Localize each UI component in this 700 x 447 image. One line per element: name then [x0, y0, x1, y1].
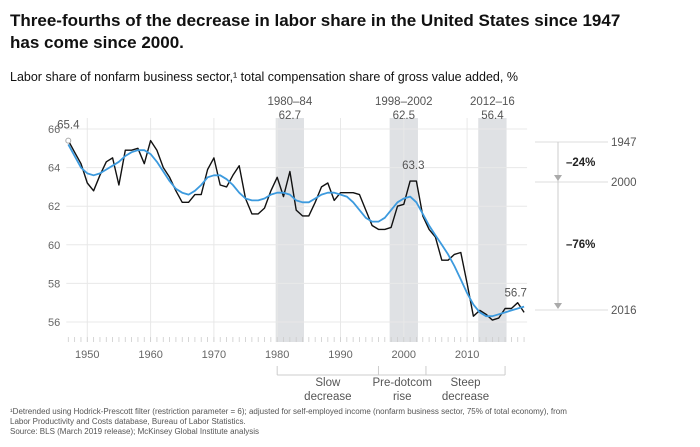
shaded-band [275, 118, 305, 342]
footnote-1: ¹Detrended using Hodrick-Prescott filter… [10, 407, 567, 416]
side-level-label: 1947 [611, 137, 637, 149]
point-label: 65.4 [57, 120, 80, 132]
arrow-down-icon [554, 175, 562, 181]
period-label: Pre-dotcom [372, 377, 431, 389]
x-tick-label: 1960 [138, 349, 162, 361]
point-label: 56.7 [505, 287, 527, 299]
y-tick-label: 56 [48, 317, 60, 329]
period-label: decrease [442, 391, 489, 403]
band-period-label: 2012–16 [470, 96, 515, 108]
band-period-label: 1980–84 [267, 96, 312, 108]
x-tick-label: 2010 [455, 349, 479, 361]
change-label: –76% [566, 239, 595, 251]
period-label: decrease [304, 391, 351, 403]
change-label: –24% [566, 157, 595, 169]
chart-title-line-1: Three-fourths of the decrease in labor s… [10, 11, 620, 30]
band-average-label: 62.5 [393, 110, 415, 122]
x-tick-label: 1980 [265, 349, 289, 361]
side-level-label: 2016 [611, 305, 637, 317]
footnote-2: Labor Productivity and Costs database, B… [10, 417, 246, 426]
y-tick-label: 64 [48, 163, 60, 175]
period-label: Steep [450, 377, 480, 389]
band-average-label: 56.4 [481, 110, 504, 122]
x-tick-label: 1970 [202, 349, 226, 361]
x-tick-label: 1990 [328, 349, 352, 361]
y-tick-label: 62 [48, 201, 60, 213]
x-tick-label: 2000 [392, 349, 416, 361]
arrow-down-icon [554, 303, 562, 309]
period-label: rise [393, 391, 412, 403]
point-label: 63.3 [402, 160, 424, 172]
y-tick-label: 60 [48, 240, 60, 252]
side-level-label: 2000 [611, 177, 637, 189]
y-tick-label: 58 [48, 278, 60, 290]
shaded-band [478, 118, 507, 342]
chart-subtitle: Labor share of nonfarm business sector,¹… [10, 70, 518, 84]
trend-line [67, 143, 525, 318]
source-note: Source: BLS (March 2019 release); McKins… [10, 427, 259, 436]
y-tick-label: 66 [48, 124, 60, 136]
labor-share-line [67, 139, 525, 321]
chart-title-line-2: has come since 2000. [10, 33, 184, 52]
start-point-marker [65, 137, 72, 144]
band-average-label: 62.7 [279, 110, 301, 122]
band-period-label: 1998–2002 [375, 96, 433, 108]
x-tick-label: 1950 [75, 349, 99, 361]
period-label: Slow [315, 377, 341, 389]
